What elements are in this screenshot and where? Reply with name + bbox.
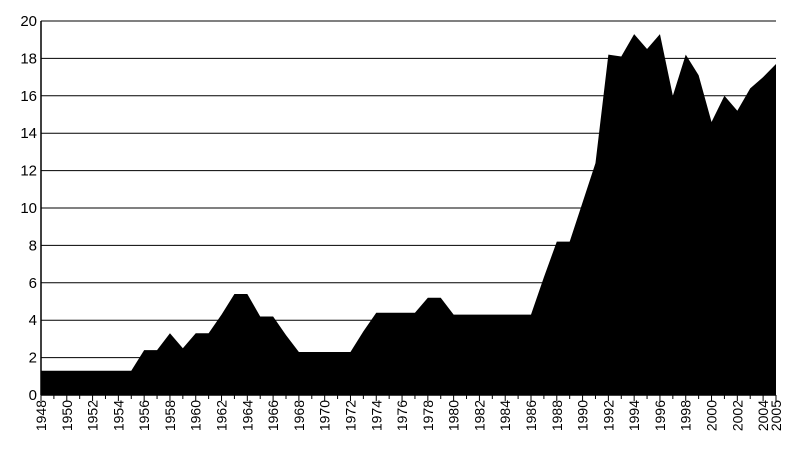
x-tick-label-2005: 2005	[768, 400, 784, 431]
x-tick-label-1968: 1968	[291, 400, 307, 431]
y-tick-label-8: 8	[29, 237, 37, 254]
x-tick-label-1958: 1958	[162, 400, 178, 431]
x-tick-label-1972: 1972	[342, 400, 358, 431]
x-tick-label-2002: 2002	[729, 400, 745, 431]
x-tick-label-1952: 1952	[85, 400, 101, 431]
y-tick-labels: 0 2 4 6 8 10 12 14 16 18 20	[20, 13, 37, 404]
x-tick-label-1966: 1966	[265, 400, 281, 431]
x-tick-label-1950: 1950	[59, 400, 75, 431]
x-tick-label-1964: 1964	[239, 400, 255, 431]
axes	[40, 21, 777, 401]
x-tick-label-1960: 1960	[188, 400, 204, 431]
x-tick-label-1998: 1998	[678, 400, 694, 431]
x-tick-label-1948: 1948	[33, 400, 49, 431]
x-tick-label-1992: 1992	[600, 400, 616, 431]
x-tick-label-1978: 1978	[420, 400, 436, 431]
x-tick-label-1996: 1996	[652, 400, 668, 431]
x-tick-label-1984: 1984	[497, 400, 513, 431]
x-tick-label-1956: 1956	[136, 400, 152, 431]
x-tick-label-1990: 1990	[575, 400, 591, 431]
x-tick-label-1974: 1974	[368, 400, 384, 431]
y-tick-label-12: 12	[20, 163, 37, 180]
y-tick-label-2: 2	[29, 350, 37, 367]
x-tick-labels: 1948 1950 1952 1954 1956 1958 1960 1962 1964 1966…	[33, 400, 784, 431]
y-tick-label-14: 14	[20, 125, 37, 142]
x-tick-label-1962: 1962	[214, 400, 230, 431]
y-tick-label-10: 10	[20, 200, 37, 217]
y-tick-label-4: 4	[29, 312, 37, 329]
y-tick-label-20: 20	[20, 13, 37, 30]
x-tick-label-1994: 1994	[626, 400, 642, 431]
y-tick-label-16: 16	[20, 88, 37, 105]
x-tick-label-1970: 1970	[317, 400, 333, 431]
x-tick-label-1988: 1988	[549, 400, 565, 431]
x-tick-label-2000: 2000	[704, 400, 720, 431]
x-tick-label-1976: 1976	[394, 400, 410, 431]
x-tick-label-1980: 1980	[446, 400, 462, 431]
y-tick-label-6: 6	[29, 275, 37, 292]
area-fill	[41, 34, 776, 396]
x-tick-label-1986: 1986	[523, 400, 539, 431]
x-tick-label-1954: 1954	[110, 400, 126, 431]
x-tick-label-2004: 2004	[755, 400, 771, 431]
y-tick-label-18: 18	[20, 50, 37, 67]
area-series	[40, 34, 777, 396]
x-tick-label-1982: 1982	[471, 400, 487, 431]
y-tick-label-0: 0	[29, 387, 37, 404]
